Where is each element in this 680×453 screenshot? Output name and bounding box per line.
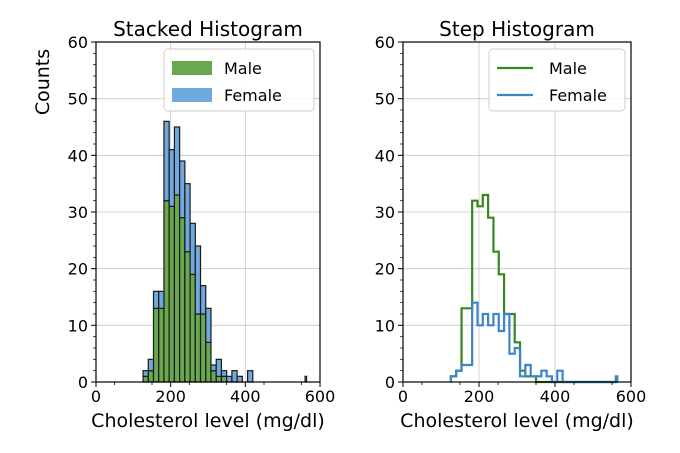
series-male [142, 194, 228, 383]
bar [189, 273, 196, 383]
y-tick-label: 40 [68, 146, 88, 165]
x-axis: 0 200 400 600 [398, 382, 646, 406]
bar [199, 285, 207, 315]
bar [210, 370, 217, 383]
bar [210, 364, 217, 372]
x-tick-label: 600 [305, 387, 336, 406]
y-tick-label: 50 [375, 90, 395, 109]
bar [215, 358, 223, 377]
x-tick-label: 200 [464, 387, 495, 406]
bar [142, 375, 149, 383]
bar [168, 205, 176, 383]
y-tick-label: 20 [68, 260, 88, 279]
legend: Male Female [488, 48, 626, 112]
legend-label: Male [224, 59, 262, 78]
legend-label: Male [549, 59, 587, 78]
y-axis: 0 10 20 30 40 50 60 [375, 33, 403, 392]
y-axis-label: Counts [32, 49, 54, 115]
bar [246, 370, 254, 383]
bar [236, 375, 243, 383]
bar [179, 217, 186, 383]
bar [179, 160, 186, 219]
series-female [142, 120, 308, 383]
bar [142, 370, 149, 377]
bar [158, 307, 165, 383]
y-tick-label: 0 [78, 373, 88, 392]
y-tick-label: 60 [375, 33, 395, 52]
bar [173, 194, 181, 383]
bar [194, 245, 202, 315]
chart-title: Stacked Histogram [113, 17, 303, 41]
bar [220, 370, 228, 377]
legend-swatch [172, 88, 212, 102]
x-tick-label: 400 [540, 387, 571, 406]
legend-label: Female [224, 86, 282, 105]
bar [215, 375, 223, 383]
y-tick-label: 50 [68, 90, 88, 109]
x-tick-label: 0 [91, 387, 101, 406]
x-tick-label: 0 [398, 387, 408, 406]
legend-item-female: Female [497, 86, 607, 105]
series-line-female [449, 301, 619, 384]
bar [168, 149, 176, 207]
bars [142, 120, 308, 383]
y-axis: 0 10 20 30 40 50 60 [68, 33, 96, 392]
bar [199, 313, 207, 383]
bar [205, 307, 212, 343]
legend-label: Female [549, 86, 607, 105]
bar [152, 290, 160, 309]
legend-item-male: Male [497, 59, 587, 78]
x-axis-label: Cholesterol level (mg/dl) [400, 410, 634, 432]
x-axis-label: Cholesterol level (mg/dl) [91, 410, 325, 432]
chart-panel-1: 0 200 400 600 0 10 20 30 40 50 60 Stacked Histogram… [32, 17, 335, 432]
y-tick-label: 60 [68, 33, 88, 52]
y-tick-label: 30 [375, 203, 395, 222]
x-tick-label: 400 [230, 387, 261, 406]
bar [163, 120, 170, 202]
bar [231, 370, 238, 383]
series-line-male [449, 193, 618, 384]
bar [173, 126, 181, 196]
bar [158, 290, 165, 309]
x-tick-label: 600 [616, 387, 647, 406]
x-tick-label: 200 [155, 387, 186, 406]
bar [304, 375, 308, 383]
bar [226, 375, 233, 383]
bar [184, 183, 191, 253]
y-tick-label: 10 [375, 316, 395, 335]
bar [152, 307, 160, 383]
bar [184, 251, 191, 383]
chart-title: Step Histogram [439, 17, 595, 41]
y-tick-label: 20 [375, 260, 395, 279]
bar [147, 358, 155, 372]
bar [205, 341, 212, 383]
y-tick-label: 0 [385, 373, 395, 392]
legend-swatch [172, 61, 212, 75]
legend-item-female: Female [172, 86, 282, 105]
legend: Male Female [163, 48, 315, 112]
x-axis: 0 200 400 600 [91, 382, 335, 406]
legend-item-male: Male [172, 59, 262, 78]
bar [220, 375, 228, 383]
bar [194, 313, 202, 383]
y-tick-label: 30 [68, 203, 88, 222]
y-tick-label: 40 [375, 146, 395, 165]
bar [163, 200, 170, 383]
bar [147, 370, 155, 383]
step-lines [449, 193, 619, 384]
y-tick-label: 10 [68, 316, 88, 335]
chart-panel-2: 0 200 400 600 0 10 20 30 40 50 60 Step Histogram Cho… [375, 17, 647, 432]
bar [189, 222, 196, 275]
